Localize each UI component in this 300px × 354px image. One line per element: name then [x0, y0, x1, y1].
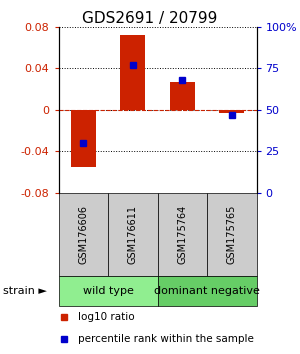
Bar — [158, 276, 256, 306]
Bar — [207, 193, 256, 276]
Bar — [120, 35, 145, 110]
Text: percentile rank within the sample: percentile rank within the sample — [78, 334, 254, 344]
Text: GDS2691 / 20799: GDS2691 / 20799 — [82, 11, 218, 25]
Bar — [71, 110, 96, 167]
Bar — [219, 110, 244, 113]
Text: strain ►: strain ► — [3, 286, 47, 296]
Bar — [170, 82, 195, 110]
Text: GSM176611: GSM176611 — [128, 205, 138, 264]
Text: log10 ratio: log10 ratio — [78, 312, 135, 321]
Text: dominant negative: dominant negative — [154, 286, 260, 296]
Text: wild type: wild type — [82, 286, 134, 296]
Text: GSM175764: GSM175764 — [177, 205, 187, 264]
Text: GSM176606: GSM176606 — [78, 205, 88, 264]
Bar — [58, 276, 158, 306]
Bar — [108, 193, 158, 276]
Text: GSM175765: GSM175765 — [227, 205, 237, 264]
Bar — [158, 193, 207, 276]
Bar — [58, 193, 108, 276]
